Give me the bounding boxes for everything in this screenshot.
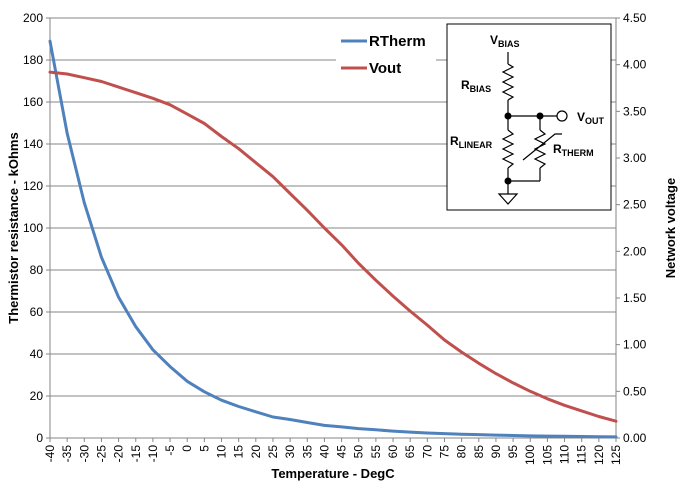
x-tick-label: 60 xyxy=(386,445,400,459)
x-tick-label: -35 xyxy=(60,445,74,463)
x-tick-label: -10 xyxy=(146,445,160,463)
rtherm-label: RTHERM xyxy=(553,142,594,158)
x-tick-label: 20 xyxy=(249,445,263,459)
y-tick-label: 40 xyxy=(30,347,44,361)
x-tick-label: 45 xyxy=(335,445,349,459)
ground-icon xyxy=(497,193,519,205)
x-tick-label: -25 xyxy=(94,445,108,463)
legend-label-rtherm: RTherm xyxy=(369,33,426,50)
x-tick-label: 95 xyxy=(506,445,520,459)
x-tick-label: 120 xyxy=(592,445,606,465)
x-tick-label: 75 xyxy=(437,445,451,459)
y2-axis-ticks: 0.00 0.50 1.00 1.50 2.00 2.50 3.00 3.50 4.00 4.50 xyxy=(616,11,647,445)
vout-label: VOUT xyxy=(577,110,605,126)
x-tick-label: 25 xyxy=(266,445,280,459)
y-axis-ticks: 0 20 40 60 80 100 120 140 160 180 200 xyxy=(23,11,50,445)
y2-tick-label: 0.00 xyxy=(623,431,647,445)
y-tick-label: 180 xyxy=(23,53,43,67)
circuit-schematic: VBIAS RBIAS VOUT RLINEAR RTHERM xyxy=(446,23,612,211)
x-tick-label: 30 xyxy=(283,445,297,459)
ground-node-dot xyxy=(504,177,512,185)
x-tick-label: 15 xyxy=(232,445,246,459)
x-tick-label: 125 xyxy=(609,445,623,465)
legend: RTherm Vout xyxy=(336,26,436,82)
legend-box xyxy=(336,26,436,82)
y2-tick-label: 1.00 xyxy=(623,338,647,352)
y2-tick-label: 0.50 xyxy=(623,384,647,398)
x-tick-label: 0 xyxy=(180,445,194,452)
x-tick-label: 105 xyxy=(540,445,554,465)
y-tick-label: 140 xyxy=(23,137,43,151)
x-tick-label: 90 xyxy=(489,445,503,459)
x-tick-label: 35 xyxy=(300,445,314,459)
y-tick-label: 60 xyxy=(30,305,44,319)
y2-tick-label: 3.50 xyxy=(623,104,647,118)
rbias-resistor xyxy=(501,63,515,101)
y-tick-label: 200 xyxy=(23,11,43,25)
x-tick-label: 5 xyxy=(197,445,211,452)
x-tick-label: -20 xyxy=(112,445,126,463)
x-tick-label: -30 xyxy=(77,445,91,463)
x-tick-label: 100 xyxy=(523,445,537,465)
x-tick-label: -15 xyxy=(129,445,143,463)
y2-tick-label: 2.50 xyxy=(623,198,647,212)
x-tick-label: 70 xyxy=(420,445,434,459)
rlinear-resistor xyxy=(501,129,515,169)
rtherm-variable-arrow xyxy=(522,133,562,161)
vbias-label: VBIAS xyxy=(490,33,520,49)
x-axis-ticks: -40 -35 -30 -25 -20 -15 -10 -5 0 5 10 15 20 25 30 35 40 4… xyxy=(43,438,623,465)
y2-tick-label: 3.00 xyxy=(623,151,647,165)
y-tick-label: 0 xyxy=(36,431,43,445)
y2-tick-label: 2.00 xyxy=(623,244,647,258)
x-tick-label: 40 xyxy=(317,445,331,459)
series-line-rtherm xyxy=(48,39,618,439)
y2-axis-title: Network voltage xyxy=(663,178,678,278)
x-tick-label: 85 xyxy=(472,445,486,459)
x-tick-label: 110 xyxy=(558,445,572,464)
series-line-vout xyxy=(48,70,618,423)
series-lines xyxy=(48,39,618,439)
x-axis-title: Temperature - DegC xyxy=(271,466,395,481)
rbias-label: RBIAS xyxy=(461,78,491,94)
schematic-box xyxy=(446,23,612,211)
node-dot-left xyxy=(504,112,512,120)
y2-tick-label: 4.50 xyxy=(623,11,647,25)
y2-tick-label: 1.50 xyxy=(623,291,647,305)
x-tick-label: 10 xyxy=(215,445,229,459)
rlinear-label: RLINEAR xyxy=(450,134,493,150)
y2-tick-label: 4.00 xyxy=(623,58,647,72)
y-tick-label: 160 xyxy=(23,95,43,109)
x-tick-label: -5 xyxy=(163,445,177,456)
rtherm-resistor xyxy=(533,129,547,169)
x-tick-label: 65 xyxy=(403,445,417,459)
y-axis-title: Thermistor resistance - kOhms xyxy=(6,132,21,323)
x-tick-label: 55 xyxy=(369,445,383,459)
y-tick-label: 80 xyxy=(30,263,44,277)
legend-label-vout: Vout xyxy=(369,60,401,77)
y-tick-label: 20 xyxy=(30,389,44,403)
vout-terminal xyxy=(556,110,568,122)
y-tick-label: 120 xyxy=(23,179,43,193)
y-tick-label: 100 xyxy=(23,221,43,235)
x-tick-label: -40 xyxy=(43,445,57,463)
x-tick-label: 115 xyxy=(575,445,589,464)
x-tick-label: 80 xyxy=(455,445,469,459)
x-tick-label: 50 xyxy=(352,445,366,459)
